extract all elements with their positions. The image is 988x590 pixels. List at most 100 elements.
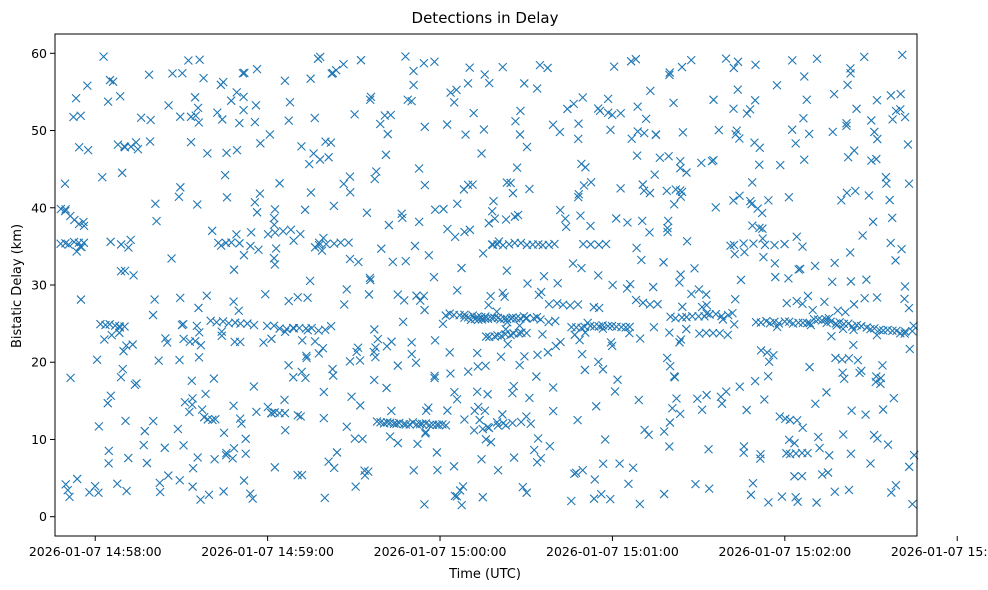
detection-point — [284, 360, 293, 370]
track-point — [236, 319, 245, 329]
detection-point — [339, 300, 349, 309]
detection-point — [164, 100, 173, 110]
detection-point — [798, 423, 808, 433]
detection-point — [506, 178, 516, 188]
detection-point — [681, 324, 691, 334]
track-point — [792, 415, 802, 425]
detection-point — [76, 111, 86, 121]
track-point — [749, 239, 758, 248]
detection-point — [628, 463, 638, 473]
detection-point — [763, 371, 773, 381]
detection-point — [512, 163, 522, 173]
detection-point — [296, 412, 306, 421]
detection-point — [413, 439, 422, 449]
track-point — [469, 425, 479, 435]
detection-point — [677, 302, 687, 312]
detection-point — [280, 327, 290, 337]
detection-point — [615, 459, 624, 469]
detection-point — [187, 376, 197, 386]
detection-point — [83, 145, 93, 155]
detection-point — [529, 445, 539, 455]
detection-point — [479, 125, 489, 134]
y-tick-label: 20 — [31, 355, 47, 370]
detection-point — [239, 250, 249, 260]
track-point — [774, 318, 784, 328]
detection-point — [442, 120, 452, 129]
detection-point — [764, 498, 773, 507]
detection-point — [269, 213, 279, 223]
detection-point — [342, 422, 352, 432]
detection-point — [280, 395, 289, 405]
detection-point — [478, 248, 488, 258]
track-point — [522, 313, 532, 323]
detection-point — [252, 207, 262, 217]
detection-point — [609, 62, 619, 72]
detection-point — [383, 129, 393, 139]
track-point — [502, 314, 512, 324]
detection-point — [407, 338, 417, 347]
detection-point — [690, 263, 699, 273]
detection-point — [196, 495, 205, 504]
detection-point — [838, 368, 847, 378]
detection-point — [239, 92, 248, 102]
y-tick-label: 60 — [31, 46, 47, 61]
detection-point — [846, 277, 856, 286]
detection-point — [639, 186, 649, 196]
detection-point — [250, 197, 260, 207]
detection-point — [795, 264, 805, 274]
detection-point — [419, 291, 429, 301]
detection-point — [269, 220, 279, 230]
detection-point — [463, 79, 473, 88]
track-point — [242, 319, 252, 328]
detection-point — [570, 469, 579, 479]
detection-point — [207, 226, 217, 236]
detection-point — [846, 63, 855, 73]
detection-point — [730, 294, 740, 304]
detection-point — [175, 112, 185, 122]
detection-point — [310, 242, 320, 252]
track-point — [869, 323, 879, 333]
detection-point — [331, 65, 341, 75]
track-point — [493, 421, 503, 430]
detection-point — [616, 108, 626, 118]
detection-point — [192, 200, 202, 209]
track-point — [700, 311, 709, 321]
detection-point — [246, 241, 255, 251]
detection-point — [590, 475, 600, 484]
detection-point — [252, 64, 262, 74]
detection-point — [219, 487, 229, 496]
detection-point — [822, 387, 831, 397]
detection-point — [830, 258, 840, 268]
track-point — [594, 240, 604, 250]
detection-point — [235, 337, 245, 347]
detection-point — [388, 257, 398, 267]
detection-point — [837, 355, 847, 364]
detection-point — [184, 407, 194, 417]
detection-point — [465, 225, 475, 235]
detection-point — [502, 178, 512, 187]
detection-point — [387, 337, 396, 347]
detection-point — [118, 364, 128, 374]
track-point — [631, 295, 641, 305]
track-point — [544, 299, 554, 309]
detection-point — [366, 92, 376, 102]
track-point — [218, 317, 228, 326]
detection-point — [452, 85, 461, 95]
detection-point — [605, 494, 615, 504]
track-point — [484, 423, 494, 433]
detection-point — [452, 199, 462, 209]
detection-point — [702, 300, 712, 310]
detection-point — [249, 382, 259, 391]
detection-point — [320, 493, 330, 503]
detection-point — [798, 242, 807, 252]
detection-point — [755, 223, 764, 233]
detection-point — [758, 234, 768, 243]
detection-point — [677, 62, 687, 72]
detection-point — [146, 115, 156, 125]
detection-point — [515, 360, 525, 370]
detection-point — [577, 263, 586, 273]
detection-point — [819, 297, 829, 307]
detection-point — [122, 486, 131, 496]
detection-point — [315, 52, 325, 62]
